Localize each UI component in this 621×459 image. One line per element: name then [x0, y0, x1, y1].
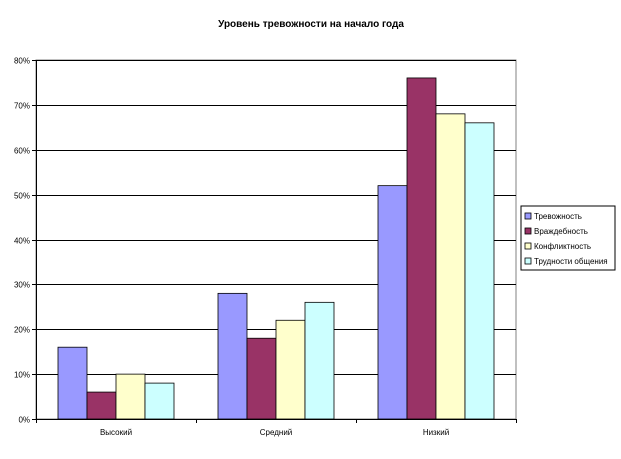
y-tick-label: 60%	[14, 147, 30, 156]
bar	[304, 301, 335, 420]
bar	[217, 292, 248, 420]
legend-label: Конфликтность	[534, 242, 591, 251]
legend-label: Тревожность	[534, 212, 582, 221]
chart-title: Уровень тревожности на начало года	[218, 19, 404, 30]
legend-label: Трудности общения	[534, 257, 608, 266]
x-tick-label: Средний	[260, 428, 293, 437]
legend-swatch	[524, 227, 532, 235]
y-tick-label: 80%	[14, 57, 30, 66]
bars	[57, 77, 495, 420]
y-tick-label: 40%	[14, 237, 30, 246]
bar	[57, 346, 88, 420]
x-tick-label: Высокий	[100, 428, 132, 437]
y-tick-label: 70%	[14, 102, 30, 111]
legend-box	[520, 205, 616, 271]
y-tick-label: 10%	[14, 371, 30, 380]
y-tick-label: 20%	[14, 326, 30, 335]
bar	[377, 185, 408, 420]
bar	[86, 391, 117, 420]
legend-swatch	[524, 257, 532, 265]
bar	[464, 122, 495, 420]
bar	[246, 337, 277, 420]
x-tick-label: Низкий	[423, 428, 449, 437]
legend: Тревожность Враждебность Конфликтность Труд…	[520, 205, 616, 271]
y-tick-label: 0%	[18, 416, 30, 425]
bar	[435, 113, 466, 420]
bar	[406, 77, 437, 420]
y-tick-label: 30%	[14, 281, 30, 290]
legend-swatch	[524, 212, 532, 220]
bar	[275, 319, 306, 420]
legend-swatch	[524, 242, 532, 250]
bar	[144, 382, 175, 420]
y-tick-label: 50%	[14, 192, 30, 201]
bar	[115, 373, 146, 420]
axes: 0% 10% 20% 30% 40% 50% 60% 70% 80% Высокий Средний…	[14, 57, 517, 437]
legend-label: Враждебность	[534, 227, 588, 236]
